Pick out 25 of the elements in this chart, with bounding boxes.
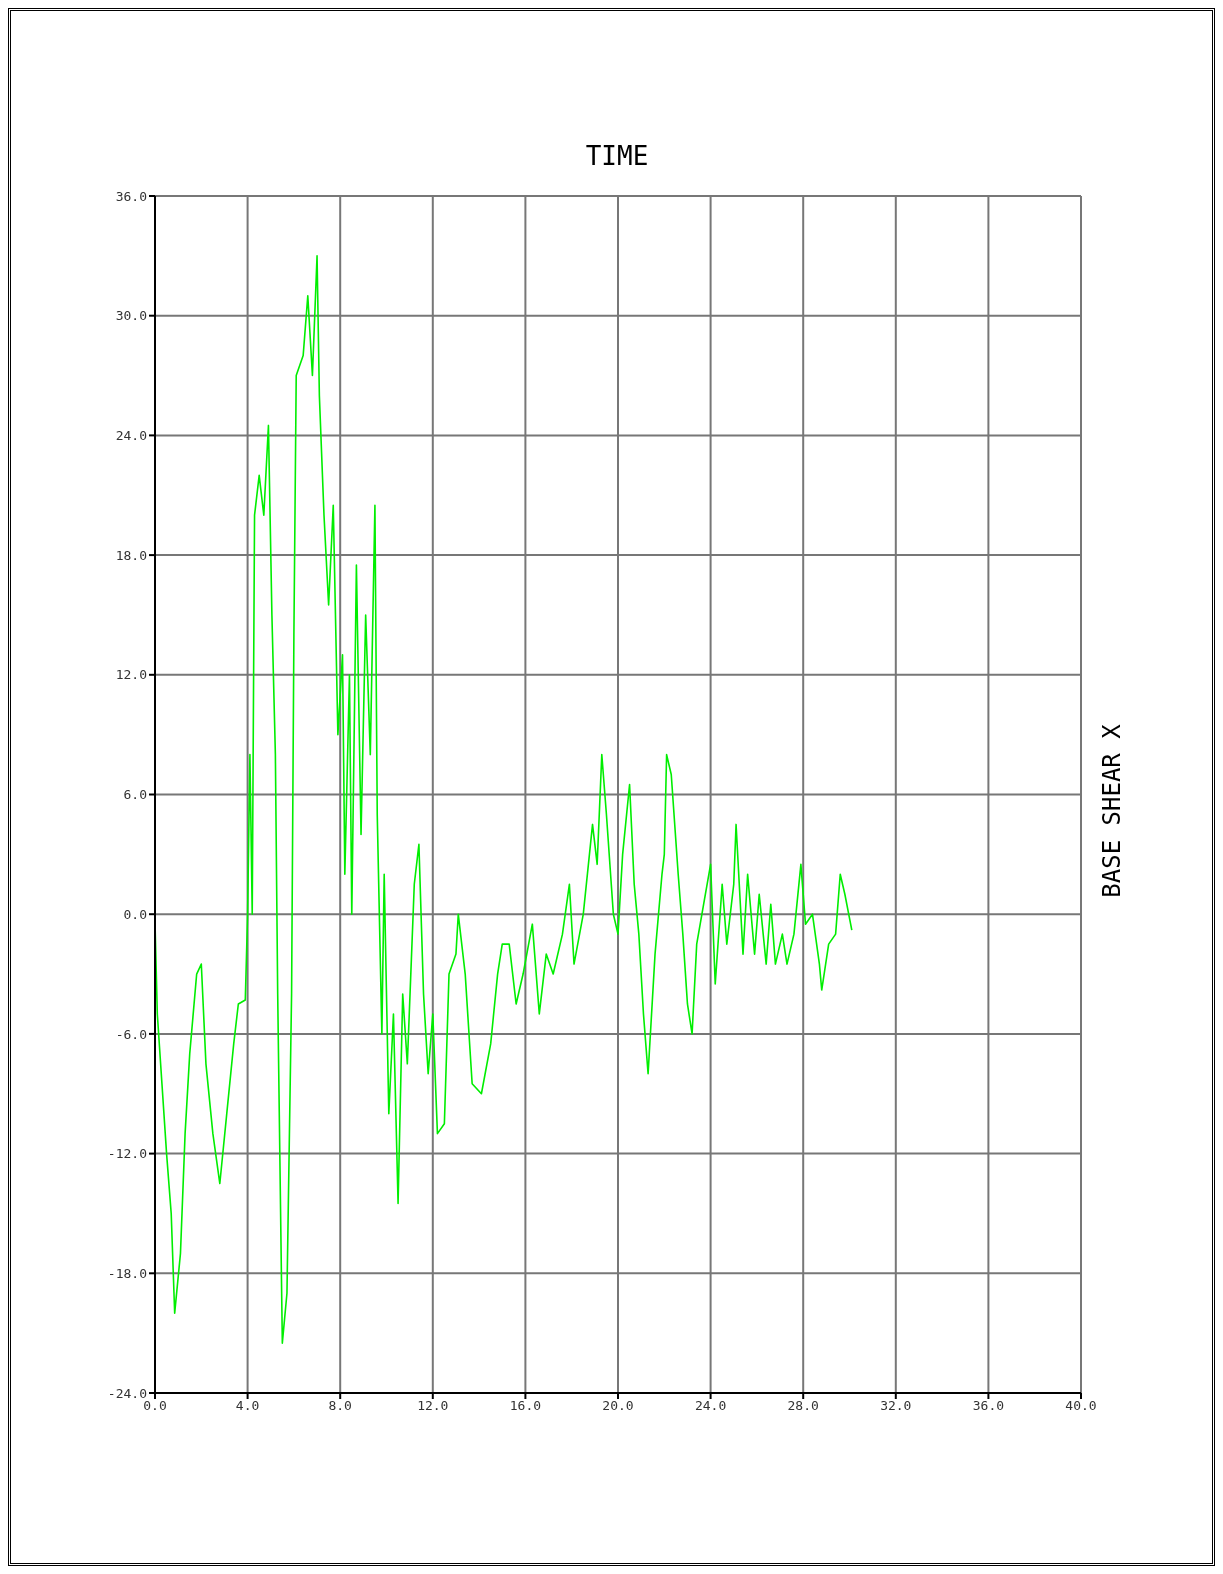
- x-tick-label: 0.0: [143, 1398, 167, 1414]
- y-tick-label: -24.0: [107, 1385, 147, 1401]
- y-tick-label: 12.0: [115, 667, 147, 683]
- y-tick-label: -18.0: [107, 1265, 147, 1281]
- y-axis-title: BASE SHEAR X: [1098, 723, 1126, 898]
- y-tick-label: 0.0: [123, 906, 147, 922]
- y-tick-label: 18.0: [115, 547, 147, 563]
- x-tick-label: 8.0: [328, 1398, 352, 1414]
- y-tick-label: -6.0: [115, 1026, 147, 1042]
- x-tick-label: 32.0: [880, 1398, 912, 1414]
- y-tick-label: 36.0: [115, 188, 147, 204]
- x-tick-label: 24.0: [694, 1398, 727, 1414]
- y-tick-label: 24.0: [115, 428, 147, 444]
- x-axis-title: TIME: [584, 141, 650, 171]
- y-tick-label: 30.0: [115, 308, 147, 324]
- x-tick-label: 40.0: [1065, 1398, 1097, 1414]
- x-tick-label: 28.0: [787, 1398, 819, 1414]
- x-tick-label: 4.0: [235, 1398, 260, 1414]
- x-tick-label: 12.0: [417, 1398, 449, 1414]
- y-tick-label: 6.0: [123, 787, 147, 803]
- line-series: [155, 255, 853, 1344]
- x-tick-label: 16.0: [509, 1398, 542, 1414]
- x-tick-label: 20.0: [602, 1398, 634, 1414]
- x-tick-label: 36.0: [972, 1398, 1005, 1414]
- y-tick-label: -12.0: [107, 1146, 147, 1162]
